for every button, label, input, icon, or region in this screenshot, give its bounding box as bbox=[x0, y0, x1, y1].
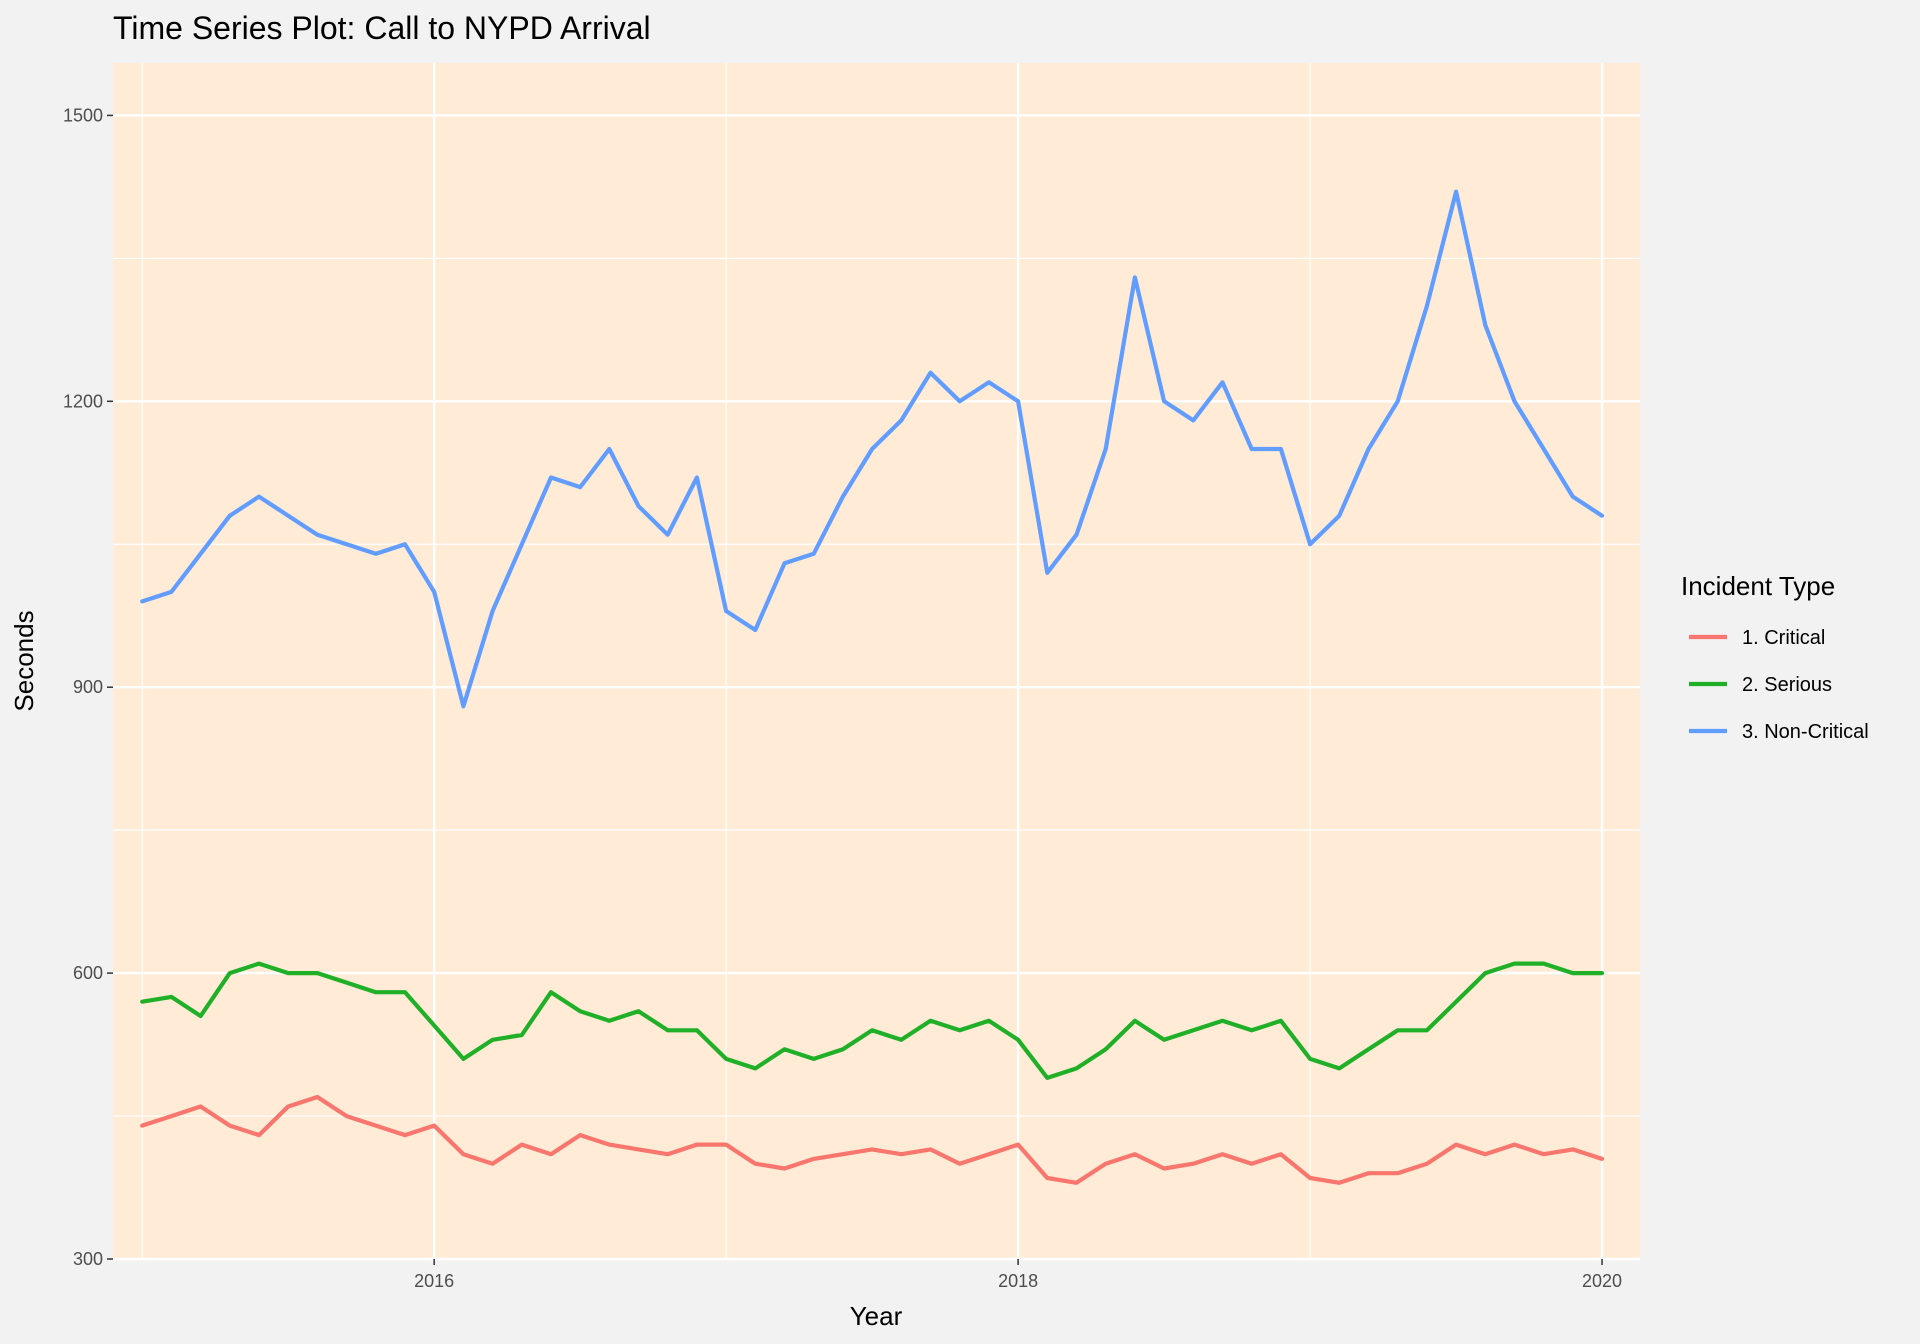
chart-title: Time Series Plot: Call to NYPD Arrival bbox=[113, 10, 651, 46]
y-tick-label: 900 bbox=[73, 677, 103, 697]
grid-major bbox=[113, 63, 1640, 1261]
legend-label-1: 1. Critical bbox=[1742, 627, 1825, 649]
x-tick-label: 2016 bbox=[414, 1271, 454, 1291]
y-tick-label: 1500 bbox=[63, 105, 103, 125]
y-axis-title: Seconds bbox=[9, 610, 39, 711]
series-line-2 bbox=[140, 961, 1605, 1080]
series-group bbox=[140, 189, 1605, 1185]
legend-label-2: 2. Serious bbox=[1742, 674, 1832, 696]
legend-title: Incident Type bbox=[1681, 571, 1835, 601]
plot-panel bbox=[113, 63, 1640, 1259]
x-tick-label: 2018 bbox=[998, 1271, 1038, 1291]
x-axis: 2016 2018 2020 bbox=[414, 1259, 1622, 1291]
series-line-3 bbox=[140, 189, 1605, 709]
legend: Incident Type 1. Critical 2. Serious 3. No… bbox=[1681, 571, 1869, 743]
y-tick-label: 300 bbox=[73, 1249, 103, 1269]
grid-minor bbox=[113, 63, 1640, 1259]
legend-label-3: 3. Non-Critical bbox=[1742, 721, 1869, 743]
x-axis-title: Year bbox=[850, 1301, 903, 1331]
y-tick-label: 600 bbox=[73, 963, 103, 983]
series-line-1 bbox=[140, 1094, 1605, 1185]
y-tick-label: 1200 bbox=[63, 391, 103, 411]
x-tick-label: 2020 bbox=[1582, 1271, 1622, 1291]
y-axis: 300 600 900 1200 1500 bbox=[63, 105, 113, 1269]
